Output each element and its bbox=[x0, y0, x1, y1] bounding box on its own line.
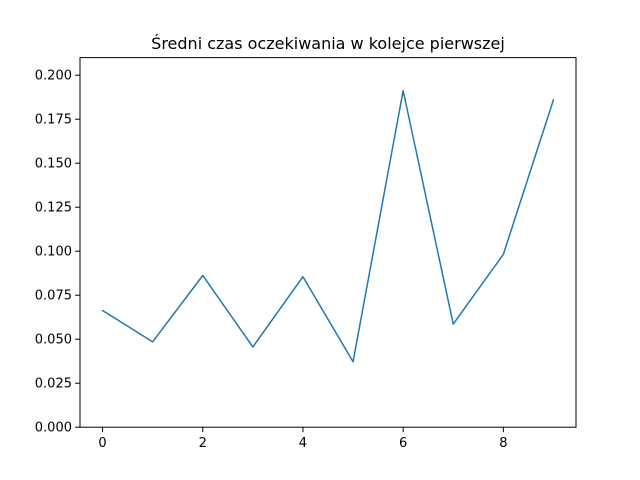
y-tick-label: 0.100 bbox=[35, 245, 72, 260]
y-tick-label: 0.050 bbox=[35, 333, 72, 348]
plot-area bbox=[101, 89, 555, 363]
x-tick-label: 0 bbox=[98, 436, 106, 451]
x-tick-label: 6 bbox=[399, 436, 407, 451]
y-axis: 0.000 0.025 0.050 0.075 0.100 0.125 0.150 0.175… bbox=[35, 69, 80, 436]
x-axis: 0 2 4 6 8 bbox=[98, 427, 507, 451]
y-tick-label: 0.000 bbox=[35, 421, 72, 436]
plot-frame bbox=[79, 57, 577, 428]
y-tick-label: 0.075 bbox=[35, 289, 72, 304]
y-tick-label: 0.150 bbox=[35, 157, 72, 172]
x-tick-label: 4 bbox=[299, 436, 307, 451]
y-tick-label: 0.125 bbox=[35, 201, 72, 216]
chart-title: Średni czas oczekiwania w kolejce pierws… bbox=[151, 34, 505, 53]
y-tick-label: 0.175 bbox=[35, 113, 72, 128]
series-line bbox=[101, 89, 555, 363]
x-tick-label: 2 bbox=[199, 436, 207, 451]
x-tick-label: 8 bbox=[499, 436, 507, 451]
y-tick-label: 0.200 bbox=[35, 69, 72, 84]
y-tick-label: 0.025 bbox=[35, 377, 72, 392]
